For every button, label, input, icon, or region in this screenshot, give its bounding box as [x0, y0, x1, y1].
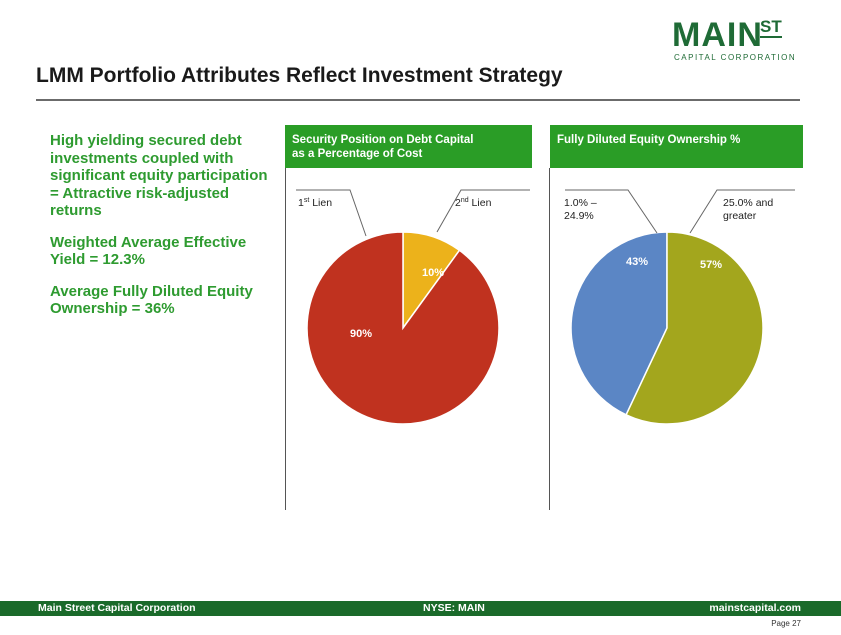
leader-line-low-ownership: [565, 189, 658, 234]
key-point: Weighted Average Effective Yield = 12.3%: [50, 233, 247, 269]
pie-data-label: 90%: [350, 328, 372, 340]
high-ownership-label: 25.0% and greater: [723, 197, 774, 222]
pie-data-label: 43%: [626, 256, 648, 268]
footer-company: Main Street Capital Corporation: [38, 602, 196, 614]
pie-slice-0-0: [306, 231, 500, 425]
leader-line-high-ownership: [689, 189, 795, 234]
panel-divider-right: [549, 168, 550, 510]
logo-subtitle: CAPITAL CORPORATION: [674, 53, 797, 62]
first-lien-label: 1st Lien: [298, 197, 333, 209]
debt-position-header-line2: as a Percentage of Cost: [292, 148, 423, 160]
equity-ownership-pie: 43% 57%: [570, 231, 764, 425]
leader-line-second-lien: [436, 189, 530, 233]
equity-ownership-header: Fully Diluted Equity Ownership %: [550, 125, 803, 168]
leader-line-first-lien: [296, 189, 367, 237]
second-lien-label: 2nd Lien: [455, 197, 492, 209]
panel-divider-left: [285, 168, 286, 510]
key-points: High yielding secured debt investments c…: [50, 132, 270, 332]
slide-title: LMM Portfolio Attributes Reflect Investm…: [36, 64, 563, 87]
key-point: High yielding secured debt investments c…: [50, 132, 268, 219]
footer-ticker: NYSE: MAIN: [423, 602, 485, 614]
debt-position-pie: 90% 10%: [306, 231, 500, 425]
equity-ownership-header-line1: Fully Diluted Equity Ownership %: [557, 134, 741, 146]
key-point: Average Fully Diluted Equity Ownership =…: [50, 282, 253, 318]
low-ownership-label: 1.0% – 24.9%: [564, 197, 597, 222]
logo-st-text: ST: [760, 17, 782, 38]
page-number: Page 27: [771, 619, 801, 628]
pie-slice-1-0: [570, 231, 668, 416]
pie-slice-1-1: [625, 231, 764, 425]
title-divider: [36, 99, 800, 101]
pie-data-label: 57%: [700, 259, 722, 271]
debt-position-header: Security Position on Debt Capital as a P…: [285, 125, 532, 168]
debt-position-header-line1: Security Position on Debt Capital: [292, 134, 474, 146]
footer-website[interactable]: mainstcapital.com: [709, 602, 801, 614]
company-logo: MAIN ST CAPITAL CORPORATION: [672, 16, 795, 66]
pie-data-label: 10%: [422, 267, 444, 279]
footer-bar: Main Street Capital Corporation NYSE: MA…: [0, 601, 841, 616]
logo-main-text: MAIN: [672, 16, 763, 54]
